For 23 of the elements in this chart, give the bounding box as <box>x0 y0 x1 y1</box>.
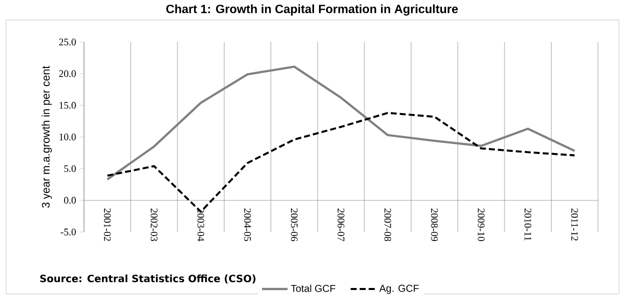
y-tick-label: 25.0 <box>59 38 76 46</box>
x-tick-label: 2008-09 <box>431 208 438 242</box>
y-tick-label: 5.0 <box>64 165 76 172</box>
y-tick-label: 15.0 <box>60 102 76 109</box>
x-tick-label: 2007-08 <box>384 208 392 242</box>
x-tick-label: 2010-11 <box>524 208 532 240</box>
x-tick-label: 2009-10 <box>478 208 485 242</box>
x-tick-label: 2002-03 <box>150 208 158 242</box>
y-tick-label: 10.0 <box>60 134 76 140</box>
y-tick-label: 0.0 <box>64 196 76 204</box>
x-tick-label: 2005-06 <box>290 208 298 242</box>
line-series <box>106 66 576 181</box>
x-tick-label: 2001-02 <box>104 208 111 241</box>
x-tick-label: 2006-07 <box>338 208 344 242</box>
x-tick-label: 2011-12 <box>571 208 578 241</box>
source-note: Source: Central Statistics Office (CSO) <box>40 274 256 284</box>
legend-label: Ag. GCF <box>379 284 419 294</box>
y-axis-title: 3 year m.a.growth in per cent <box>42 66 52 208</box>
chart-title: Chart 1: Growth in Capital Formation in Agriculture <box>166 4 458 16</box>
y-tick-label: 20.0 <box>59 70 76 78</box>
legend-label: Total GCF <box>290 284 336 292</box>
y-tick-label: -5.0 <box>60 228 76 236</box>
x-tick-label: 2004-05 <box>244 208 251 242</box>
